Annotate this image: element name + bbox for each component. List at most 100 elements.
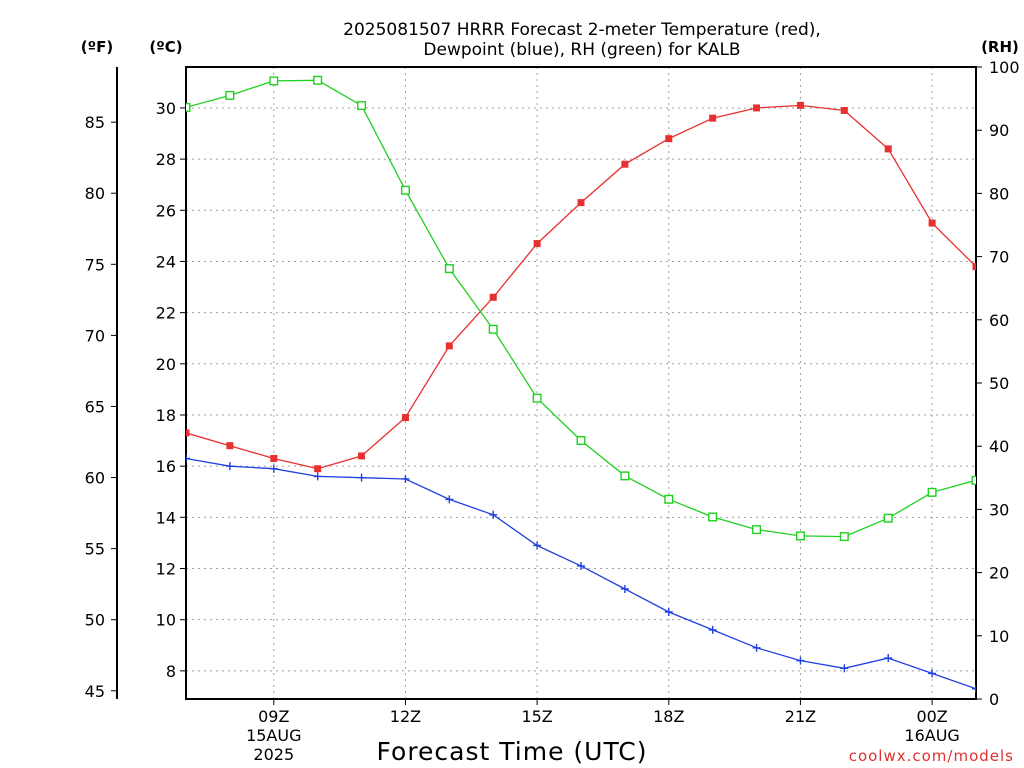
data-point-temperature bbox=[840, 106, 848, 114]
data-point-dewpoint bbox=[796, 656, 805, 665]
data-point-dewpoint bbox=[928, 669, 937, 678]
data-point-temperature bbox=[533, 240, 541, 248]
x-tick-label: 15Z bbox=[521, 707, 552, 726]
series-temperature bbox=[186, 101, 976, 473]
data-point-dewpoint bbox=[577, 561, 585, 570]
data-point-rh bbox=[971, 475, 976, 485]
data-point-dewpoint bbox=[186, 454, 190, 463]
celsius-tick-label: 14 bbox=[156, 508, 176, 527]
data-point-temperature bbox=[928, 219, 936, 227]
data-point-rh bbox=[927, 487, 937, 497]
data-point-dewpoint bbox=[533, 541, 542, 550]
celsius-tick-label: 24 bbox=[156, 252, 176, 271]
data-point-temperature bbox=[401, 414, 409, 422]
data-series bbox=[186, 75, 976, 693]
series-line-rh bbox=[186, 79, 976, 538]
series-dewpoint bbox=[186, 454, 976, 693]
celsius-tick-label: 30 bbox=[156, 99, 176, 118]
fahrenheit-tick-label: 45 bbox=[85, 682, 105, 701]
fahrenheit-tick-label: 65 bbox=[85, 397, 105, 416]
axes bbox=[111, 66, 982, 705]
data-point-temperature bbox=[226, 442, 234, 450]
data-point-rh bbox=[357, 101, 367, 111]
celsius-tick-label: 8 bbox=[166, 662, 176, 681]
data-point-temperature bbox=[796, 101, 804, 109]
data-point-rh bbox=[444, 264, 454, 274]
fahrenheit-tick-label: 55 bbox=[85, 540, 105, 559]
data-point-temperature bbox=[972, 263, 976, 271]
data-point-dewpoint bbox=[620, 584, 629, 593]
x-tick-label: 21Z bbox=[785, 707, 816, 726]
data-point-temperature bbox=[489, 293, 497, 301]
rh-tick-label: 20 bbox=[989, 564, 1009, 583]
celsius-tick-label: 28 bbox=[156, 150, 176, 169]
data-point-rh bbox=[400, 185, 410, 195]
data-point-temperature bbox=[186, 429, 190, 437]
celsius-tick-label: 26 bbox=[156, 201, 176, 220]
data-point-rh bbox=[186, 102, 191, 112]
data-point-temperature bbox=[270, 454, 278, 462]
data-point-temperature bbox=[753, 104, 761, 112]
x-tick-label: 18Z bbox=[653, 707, 684, 726]
x-tick-label: 12Z bbox=[390, 707, 421, 726]
data-point-rh bbox=[576, 436, 586, 446]
data-point-temperature bbox=[445, 342, 453, 350]
data-point-temperature bbox=[314, 465, 322, 473]
data-point-rh bbox=[532, 393, 542, 403]
x-tick-label: 09Z bbox=[258, 707, 289, 726]
data-point-dewpoint bbox=[708, 625, 717, 634]
data-point-rh bbox=[313, 75, 323, 85]
rh-tick-label: 30 bbox=[989, 500, 1009, 519]
x-tick-label: 00Z bbox=[916, 707, 947, 726]
celsius-tick-label: 22 bbox=[156, 304, 176, 323]
rh-tick-label: 80 bbox=[989, 184, 1009, 203]
chart-title-line1: 2025081507 HRRR Forecast 2-meter Tempera… bbox=[343, 20, 821, 40]
data-point-dewpoint bbox=[752, 643, 761, 652]
rh-tick-label: 70 bbox=[989, 248, 1009, 267]
data-point-rh bbox=[488, 324, 498, 334]
plot-frame bbox=[185, 66, 977, 700]
fahrenheit-tick-label: 70 bbox=[85, 326, 105, 345]
fahrenheit-tick-label: 85 bbox=[85, 113, 105, 132]
data-point-rh bbox=[752, 525, 762, 535]
tick-labels: 8 10 12 14 16 18 20 22 24 26 28 30 45 50 55 60 65 70 75 80 8… bbox=[85, 58, 1020, 764]
data-point-temperature bbox=[358, 452, 366, 460]
celsius-tick-label: 20 bbox=[156, 355, 176, 374]
data-point-dewpoint bbox=[225, 462, 234, 471]
fahrenheit-tick-label: 80 bbox=[85, 184, 105, 203]
data-point-dewpoint bbox=[313, 472, 322, 481]
fahrenheit-tick-label: 50 bbox=[85, 611, 105, 630]
data-point-temperature bbox=[577, 199, 585, 207]
data-point-dewpoint bbox=[884, 654, 893, 663]
celsius-tick-label: 12 bbox=[156, 560, 176, 579]
rh-unit-label: (RH) bbox=[981, 38, 1019, 56]
data-point-rh bbox=[883, 513, 893, 523]
data-point-dewpoint bbox=[269, 464, 278, 473]
rh-tick-label: 90 bbox=[989, 121, 1009, 140]
data-point-temperature bbox=[884, 145, 892, 153]
data-point-rh bbox=[269, 76, 279, 86]
data-point-dewpoint bbox=[357, 473, 366, 482]
fahrenheit-tick-label: 60 bbox=[85, 469, 105, 488]
x-tick-label: 16AUG bbox=[904, 726, 959, 745]
celsius-tick-label: 16 bbox=[156, 457, 176, 476]
data-point-dewpoint bbox=[401, 474, 410, 483]
fahrenheit-tick-label: 75 bbox=[85, 255, 105, 274]
data-point-dewpoint bbox=[489, 510, 498, 519]
fahrenheit-unit-label: (ºF) bbox=[81, 38, 113, 56]
data-point-dewpoint bbox=[664, 608, 673, 617]
data-point-rh bbox=[708, 512, 718, 522]
chart-title-line2: Dewpoint (blue), RH (green) for KALB bbox=[423, 40, 740, 60]
grid-lines bbox=[186, 67, 976, 699]
data-point-rh bbox=[620, 471, 630, 481]
rh-tick-label: 100 bbox=[989, 58, 1020, 77]
data-point-rh bbox=[839, 532, 849, 542]
series-line-dewpoint bbox=[186, 457, 976, 690]
data-point-rh bbox=[225, 90, 235, 100]
data-point-dewpoint bbox=[445, 495, 454, 504]
data-point-temperature bbox=[621, 160, 629, 168]
rh-tick-label: 60 bbox=[989, 311, 1009, 330]
x-axis-label: Forecast Time (UTC) bbox=[377, 737, 648, 766]
x-tick-label: 2025 bbox=[253, 745, 294, 764]
